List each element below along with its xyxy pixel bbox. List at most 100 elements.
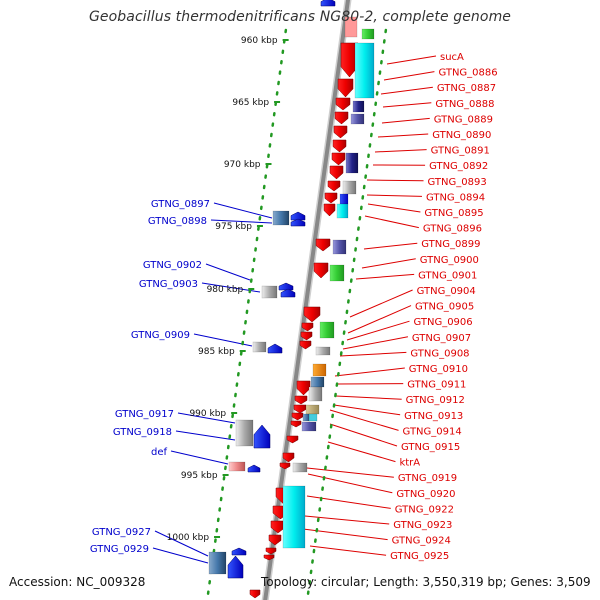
gene-feature [332, 239, 347, 255]
label-leader-line [306, 495, 391, 509]
label-leader-line [175, 430, 236, 441]
forward-gene-arrow [335, 97, 351, 111]
ruler-label: 980 kbp [207, 285, 244, 295]
forward-gene-arrow [268, 534, 282, 546]
forward-gene-arrow [282, 452, 295, 463]
label-leader-line [374, 149, 427, 153]
forward-gene-arrow [332, 139, 347, 153]
gene-feature [344, 16, 358, 38]
ruler-label: 985 kbp [198, 347, 235, 357]
forward-gene-arrow [324, 192, 338, 204]
forward-gene-arrow [294, 395, 308, 405]
label-leader-line [177, 412, 236, 424]
reverse-gene-arrow [278, 282, 294, 291]
forward-gene-arrow [296, 380, 311, 396]
gene-label: GTNG_0890 [432, 130, 491, 141]
gene-label: GTNG_0899 [421, 239, 480, 250]
gene-label: GTNG_0892 [429, 161, 488, 172]
gene-label: GTNG_0909 [131, 330, 190, 341]
gene-label: GTNG_0906 [413, 317, 472, 328]
forward-gene-arrow [331, 152, 346, 166]
gene-label: GTNG_0910 [409, 364, 468, 375]
label-leader-line [342, 336, 409, 350]
gene-feature [228, 461, 246, 472]
ruler-label: 1000 kbp [167, 533, 210, 543]
label-leader-line [347, 305, 412, 334]
forward-gene-arrow [337, 78, 354, 98]
gene-feature [345, 152, 359, 174]
gene-feature [235, 419, 254, 447]
forward-gene-arrow [329, 165, 344, 180]
gene-label: GTNG_0914 [403, 426, 462, 437]
accession-text: Accession: NC_009328 [9, 575, 146, 589]
forward-gene-arrow [263, 554, 275, 561]
gene-feature [272, 210, 290, 226]
label-leader-line [335, 395, 402, 400]
ruler-label: 965 kbp [232, 98, 269, 108]
gene-feature [308, 386, 323, 402]
gene-label: GTNG_0893 [428, 177, 487, 188]
gene-feature [354, 42, 375, 99]
forward-gene-arrow [301, 322, 314, 332]
ruler-label: 970 kbp [224, 160, 261, 170]
gene-feature [350, 113, 365, 125]
gene-label: GTNG_0908 [410, 348, 469, 359]
label-leader-line [363, 242, 418, 250]
label-leader-line [355, 273, 415, 280]
gene-label: GTNG_0887 [437, 83, 496, 94]
gene-label: ktrA [399, 458, 420, 469]
label-leader-line [377, 133, 429, 138]
forward-gene-arrow [333, 125, 348, 139]
label-leader-line [304, 515, 390, 525]
ruler-track-inner [305, 28, 388, 600]
gene-label: GTNG_0900 [420, 255, 479, 266]
gene-label: GTNG_0919 [398, 473, 457, 484]
gene-label: GTNG_0902 [143, 260, 202, 271]
gene-feature [312, 363, 327, 377]
gene-label: GTNG_0894 [426, 192, 485, 203]
genome-summary-text: Topology: circular; Length: 3,550,319 bp… [261, 575, 591, 589]
gene-label: GTNG_0911 [407, 380, 466, 391]
gene-label: GTNG_0897 [151, 199, 210, 210]
ruler-label: 960 kbp [241, 36, 278, 46]
forward-gene-arrow [327, 180, 341, 192]
gene-feature [339, 193, 349, 205]
forward-gene-arrow [279, 462, 291, 470]
gene-feature [252, 341, 267, 353]
label-leader-line [327, 441, 396, 463]
ruler-label: 990 kbp [189, 409, 226, 419]
forward-gene-arrow [334, 111, 349, 125]
label-leader-line [346, 320, 410, 341]
forward-gene-arrow [313, 262, 329, 279]
gene-label: GTNG_0903 [139, 279, 198, 290]
forward-gene-arrow [303, 306, 321, 323]
gene-label: GTNG_0889 [434, 114, 493, 125]
reverse-gene-arrow [267, 343, 283, 354]
gene-feature [310, 376, 325, 388]
forward-gene-arrow [270, 520, 286, 534]
ruler-label: 975 kbp [215, 222, 252, 232]
reverse-gene-arrow [280, 288, 296, 298]
gene-feature [292, 462, 308, 473]
gene-label: GTNG_0896 [423, 224, 482, 235]
gene-label: GTNG_0922 [395, 504, 454, 515]
label-leader-line [366, 194, 422, 197]
forward-gene-arrow [290, 420, 302, 428]
label-leader-line [210, 219, 273, 224]
label-leader-line [152, 547, 209, 564]
label-leader-line [382, 102, 432, 108]
gene-label: GTNG_0895 [424, 208, 483, 219]
ruler-label: 995 kbp [181, 471, 218, 481]
gene-label: GTNG_0913 [404, 411, 463, 422]
forward-gene-arrow [300, 331, 313, 341]
label-leader-line [333, 404, 401, 416]
gene-label: GTNG_0905 [415, 302, 474, 313]
gene-label: sucA [440, 52, 464, 63]
forward-gene-arrow [249, 589, 261, 599]
gene-feature [208, 551, 227, 575]
gene-label: GTNG_0904 [417, 286, 476, 297]
gene-label: GTNG_0923 [393, 520, 452, 531]
gene-label: GTNG_0917 [115, 409, 174, 420]
forward-gene-arrow [291, 412, 304, 421]
